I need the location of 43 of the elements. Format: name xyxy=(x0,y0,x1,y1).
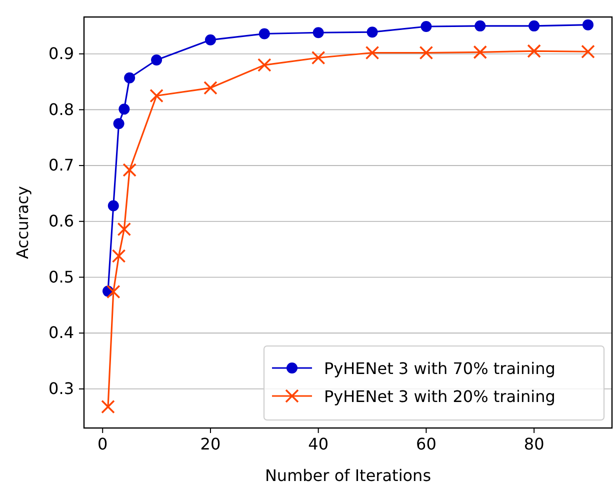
point xyxy=(112,249,126,263)
x-axis-title: Number of Iterations xyxy=(264,466,432,485)
x-tick-label: 20 xyxy=(200,434,221,454)
point xyxy=(124,72,136,84)
y-tick-label: 0.3 xyxy=(48,379,74,398)
point xyxy=(122,163,136,177)
y-axis-title: Accuracy xyxy=(13,186,32,260)
point xyxy=(118,104,130,115)
x-tick-label: 0 xyxy=(98,434,108,454)
point xyxy=(311,50,326,65)
point xyxy=(473,45,488,60)
y-tick-label: 0.9 xyxy=(48,44,74,63)
point xyxy=(258,58,272,72)
y-tick-label: 0.4 xyxy=(48,323,74,342)
point xyxy=(106,284,120,299)
point xyxy=(420,20,432,32)
point xyxy=(204,34,216,46)
legend-label: PyHENet 3 with 70% training xyxy=(324,359,556,378)
y-tick-label: 0.8 xyxy=(48,100,74,119)
point xyxy=(419,46,434,60)
point xyxy=(204,81,218,95)
x-tick-label: 40 xyxy=(308,434,329,454)
point xyxy=(117,222,132,236)
y-tick-label: 0.5 xyxy=(48,267,74,286)
x-tick-label: 80 xyxy=(524,434,544,454)
legend-label: PyHENet 3 with 20% training xyxy=(324,387,556,406)
y-tick-label: 0.7 xyxy=(48,156,74,175)
point xyxy=(258,28,270,40)
point xyxy=(312,27,324,38)
point xyxy=(113,118,124,130)
point xyxy=(101,400,115,414)
point xyxy=(527,44,541,58)
point xyxy=(582,19,594,30)
point xyxy=(365,46,380,60)
point xyxy=(108,200,119,212)
y-tick-label: 0.6 xyxy=(48,212,74,231)
x-tick-label: 60 xyxy=(416,434,436,454)
point xyxy=(151,54,162,66)
point xyxy=(366,26,378,38)
point xyxy=(581,44,595,59)
point xyxy=(528,20,540,32)
point xyxy=(474,20,486,32)
point xyxy=(150,88,164,103)
